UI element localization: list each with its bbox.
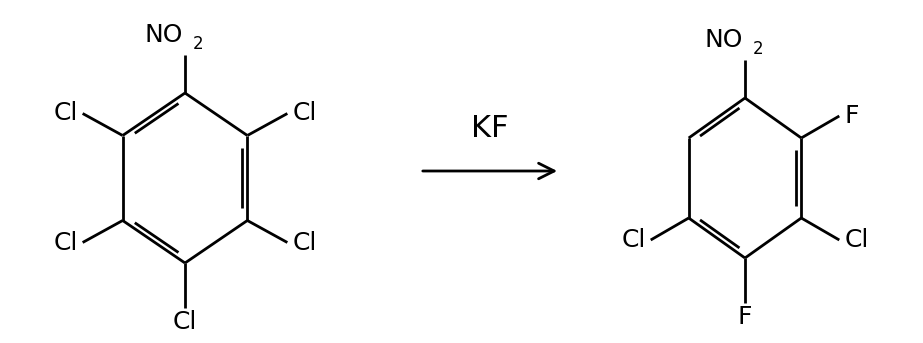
Text: Cl: Cl: [621, 228, 646, 252]
Text: Cl: Cl: [293, 102, 317, 126]
Text: 2: 2: [753, 40, 763, 58]
Text: F: F: [845, 104, 858, 128]
Text: Cl: Cl: [845, 228, 869, 252]
Text: F: F: [737, 305, 752, 329]
Text: Cl: Cl: [173, 310, 198, 334]
Text: NO: NO: [145, 23, 183, 47]
Text: 2: 2: [193, 35, 204, 53]
Text: Cl: Cl: [293, 230, 317, 255]
Text: Cl: Cl: [54, 230, 78, 255]
Text: Cl: Cl: [54, 102, 78, 126]
Text: NO: NO: [704, 28, 743, 52]
Text: KF: KF: [472, 114, 509, 143]
